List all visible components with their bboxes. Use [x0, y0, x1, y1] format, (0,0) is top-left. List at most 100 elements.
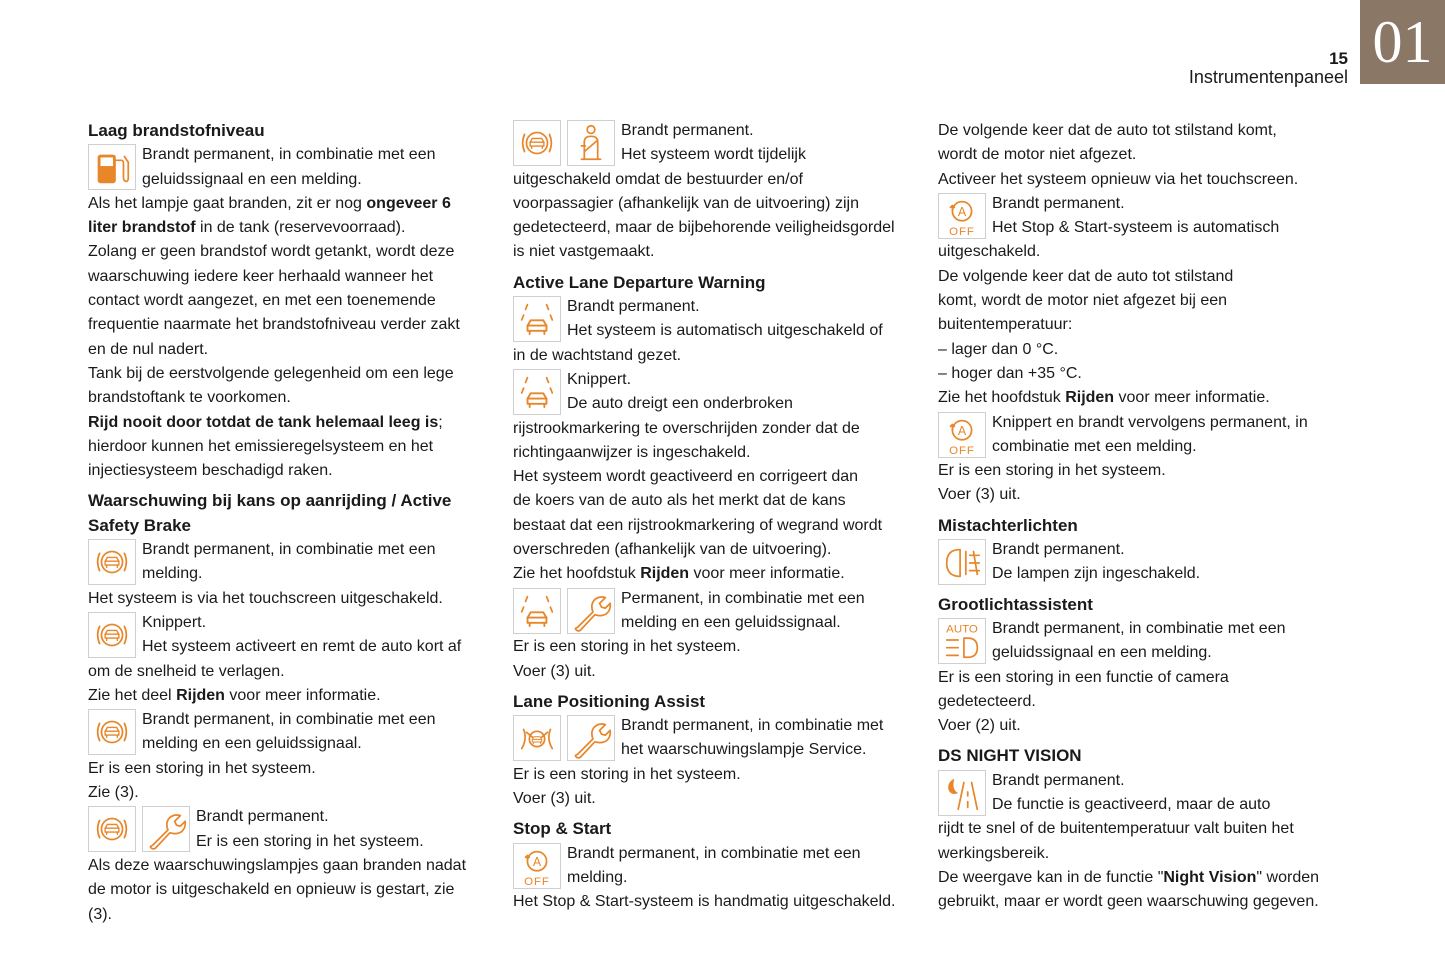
text-line: is niet vastgemaakt. — [513, 243, 655, 261]
text-line: rijdt te snel of de buitentemperatuur va… — [938, 820, 1294, 838]
section-heading: Waarschuwing bij kans op aanrijding / Ac… — [88, 489, 498, 538]
text-line: het waarschuwingslampje Service. — [621, 741, 867, 759]
text-segment: Zie het hoofdstuk — [938, 389, 1066, 407]
text-line: Het systeem activeert en remt de auto ko… — [142, 638, 462, 656]
warning-lamps: A OFF — [513, 842, 561, 891]
text-line: om de snelheid te verlagen. — [88, 662, 285, 680]
collision-brake-icon — [88, 709, 136, 756]
text-line: Er is een storing in het systeem. — [513, 765, 741, 783]
svg-text:A: A — [958, 205, 967, 219]
text-line: Brandt permanent, in combinatie met een — [142, 146, 436, 164]
text-line: Het Stop & Start-systeem is automatisch — [992, 219, 1280, 237]
warning-lamps — [88, 611, 136, 660]
text-line: Brandt permanent. — [992, 541, 1125, 559]
stop-start-off-icon: A OFF — [938, 411, 986, 458]
warning-lamps — [513, 368, 561, 417]
svg-text:OFF: OFF — [524, 876, 550, 888]
text-line: wordt de motor niet afgezet. — [938, 146, 1137, 164]
text-line: Brandt permanent, in combinatie met een — [567, 844, 861, 862]
section-title: Instrumentenpaneel — [1188, 67, 1348, 87]
text-block: De volgende keer dat de auto tot stilsta… — [938, 119, 1348, 192]
text-segment: voor meer informatie. — [224, 686, 381, 704]
heading-line: Lane Positioning Assist — [513, 691, 706, 711]
heading-line: Mistachterlichten — [938, 515, 1078, 535]
collision-brake-icon — [88, 539, 136, 586]
text-line: Als deze waarschuwingslampjes gaan brand… — [88, 856, 467, 874]
warning-lamps — [513, 295, 561, 344]
text-line: Knippert. — [567, 370, 632, 388]
text-line: Brandt permanent, in combinatie met een — [142, 711, 436, 729]
text-line: Permanent, in combinatie met een — [621, 589, 865, 607]
lane-positioning-icon — [513, 715, 561, 762]
text-line: Er is een storing in het systeem. — [88, 759, 316, 777]
text-line: – lager dan 0 °C. — [938, 340, 1059, 358]
text-line: Brandt permanent, in combinatie met — [621, 717, 884, 735]
bold-text: Rijden — [176, 686, 225, 704]
text-line: Zolang er geen brandstof wordt getankt, … — [88, 243, 455, 261]
bold-text: Rijden — [640, 565, 690, 583]
text-line: De lampen zijn ingeschakeld. — [992, 565, 1201, 583]
section-heading: Active Lane Departure Warning — [513, 271, 923, 295]
text-line: Activeer het systeem opnieuw via het tou… — [938, 170, 1299, 188]
text-line: Knippert. — [142, 613, 207, 631]
text-line: uitgeschakeld. — [938, 243, 1041, 261]
text-line: komt, wordt de motor niet afgezet bij ee… — [938, 292, 1228, 310]
text-block: A OFF Brandt permanent. Het Stop & Start-sy… — [938, 192, 1348, 411]
text-block: Knippert. De auto dreigt een onderbroken r… — [513, 368, 923, 587]
svg-text:A: A — [533, 855, 542, 869]
svg-text:OFF: OFF — [949, 445, 975, 457]
warning-lamps — [938, 769, 986, 818]
text-line: werkingsbereik. — [938, 844, 1050, 862]
text-line: Brandt permanent, in combinatie met een — [992, 619, 1286, 637]
text-line: Er is een storing in een functie of came… — [938, 668, 1229, 686]
collision-brake-icon — [88, 806, 136, 853]
lane-departure-icon — [513, 296, 561, 343]
text-line: Brandt permanent. — [196, 808, 329, 826]
wrench-icon — [567, 715, 615, 762]
section-heading: Lane Positioning Assist — [513, 690, 923, 714]
text-block: Brandt permanent. Het systeem is automati… — [513, 295, 923, 368]
text-line: injectiesysteem beschadigd raken. — [88, 462, 333, 480]
text-line: De auto dreigt een onderbroken — [567, 395, 793, 413]
text-line: melding en een geluidssignaal. — [621, 613, 841, 631]
text-line: Brandt permanent. — [992, 771, 1125, 789]
section-heading: Laag brandstofniveau — [88, 119, 498, 143]
heading-line: Safety Brake — [88, 515, 192, 535]
text-line: Voer (3) uit. — [513, 790, 596, 808]
auto-high-beam-icon: AUTO — [938, 617, 986, 664]
heading-line: DS NIGHT VISION — [938, 746, 1082, 766]
text-block: AUTO Brandt permanent, in combinatie met … — [938, 617, 1348, 738]
stop-start-off-icon: A OFF — [938, 192, 986, 239]
text-block: Brandt permanent. De functie is geactivee… — [938, 769, 1348, 915]
text-block: A OFF Knippert en brandt vervolgens perman… — [938, 411, 1348, 508]
warning-lamps — [88, 538, 136, 587]
text-line: Voer (3) uit. — [938, 486, 1021, 504]
text-line: de koers van de auto als het merkt dat d… — [513, 492, 846, 510]
text-block: Brandt permanent. Het systeem wordt tijde… — [513, 119, 923, 265]
text-block: Brandt permanent, in combinatie met een g… — [88, 143, 498, 483]
warning-lamps — [938, 538, 986, 587]
text-line: Het Stop & Start-systeem is handmatig ui… — [513, 893, 896, 911]
text-segment: ; — [438, 413, 443, 431]
heading-line: Stop & Start — [513, 819, 612, 839]
text-line: gedetecteerd, maar de bijbehorende veili… — [513, 219, 895, 237]
seatbelt-icon — [567, 120, 615, 166]
text-segment: voor meer informatie. — [1114, 389, 1270, 407]
text-line: in de wachtstand gezet. — [513, 346, 682, 364]
text-line: Brandt permanent. — [567, 298, 700, 316]
text-line: Brandt permanent, in combinatie met een — [142, 541, 436, 559]
text-line: Er is een storing in het systeem. — [938, 462, 1166, 480]
text-line: overschreden (afhankelijk van de uitvoer… — [513, 541, 832, 559]
collision-brake-icon — [513, 120, 561, 166]
text-segment: " worden — [1256, 868, 1320, 886]
text-line: Knippert en brandt vervolgens permanent,… — [992, 413, 1308, 431]
text-line: liter brandstof in de tank (reservevoorr… — [88, 216, 498, 240]
text-line: Als het lampje gaat branden, zit er nog … — [88, 192, 498, 216]
text-line: de motor is uitgeschakeld en opnieuw is … — [88, 881, 455, 899]
text-line: uitgeschakeld omdat de bestuurder en/of — [513, 170, 803, 188]
warning-lamps: AUTO — [938, 617, 986, 666]
text-line: Er is een storing in het systeem. — [513, 638, 741, 656]
svg-text:AUTO: AUTO — [946, 623, 978, 635]
text-line: Brandt permanent. — [621, 122, 754, 139]
text-line: geluidssignaal en een melding. — [142, 170, 362, 188]
